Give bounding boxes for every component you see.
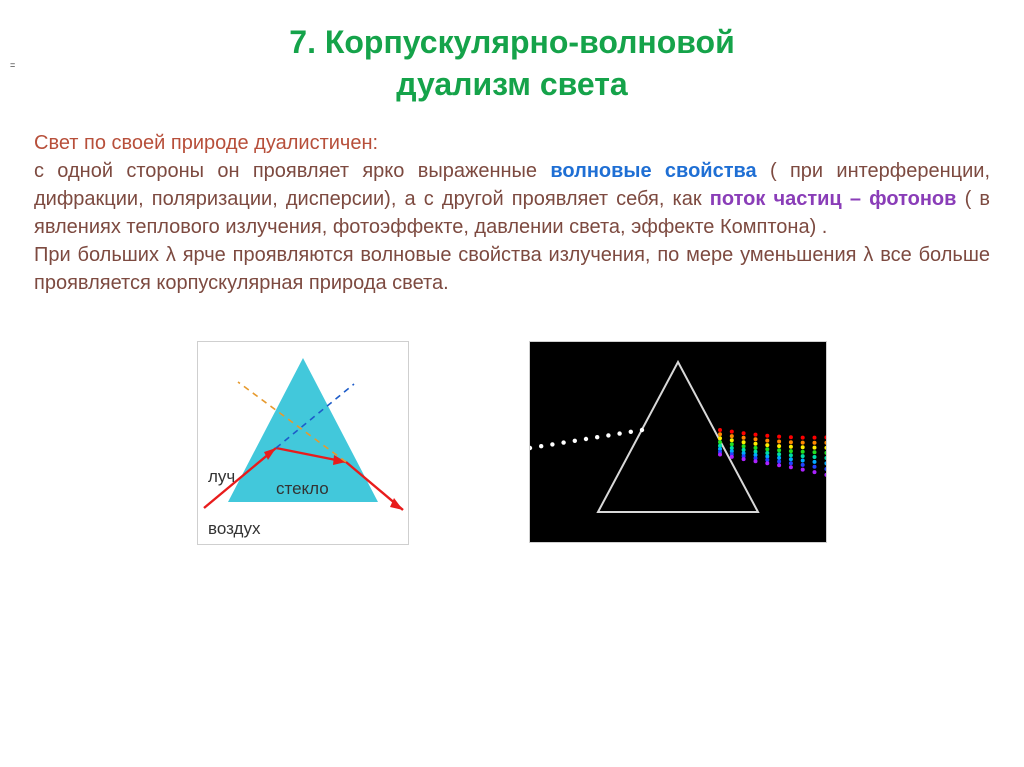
photon-dot-spectrum xyxy=(754,433,758,437)
photon-dot-spectrum xyxy=(754,442,758,446)
photon-dot-spectrum xyxy=(742,436,746,440)
intro-line: Свет по своей природе дуалистичен: xyxy=(34,132,378,154)
title-line-1: 7. Корпускулярно-волновой xyxy=(289,24,734,60)
photon-dot-spectrum xyxy=(813,460,817,464)
photon-dot-incoming xyxy=(573,439,577,443)
photon-dot-spectrum xyxy=(765,461,769,465)
label-air: воздух xyxy=(208,519,261,538)
photon-dot-spectrum xyxy=(742,440,746,444)
equals-marker: = xyxy=(10,60,15,70)
photon-dot-spectrum xyxy=(765,443,769,447)
photon-dot-spectrum xyxy=(801,445,805,449)
photon-dot-spectrum xyxy=(765,439,769,443)
photon-dot-spectrum xyxy=(730,430,734,434)
photon-dot-spectrum xyxy=(777,440,781,444)
photon-dot-spectrum xyxy=(718,453,722,457)
photon-dot-incoming xyxy=(617,432,621,436)
photon-dot-spectrum xyxy=(765,434,769,438)
body-text: Свет по своей природе дуалистичен: с одн… xyxy=(34,129,990,297)
photon-dot-spectrum xyxy=(824,441,826,445)
photon-dot-spectrum xyxy=(789,461,793,465)
photon-dot-spectrum xyxy=(742,448,746,452)
photon-dot-spectrum xyxy=(742,444,746,448)
photon-dot-incoming xyxy=(629,430,633,434)
photon-dot-incoming xyxy=(530,446,532,450)
refraction-diagram: луч стекло воздух xyxy=(197,341,409,545)
label-ray: луч xyxy=(208,467,235,486)
photon-dot-spectrum xyxy=(765,455,769,459)
photon-dot-spectrum xyxy=(813,436,817,440)
photon-dot-spectrum xyxy=(754,437,758,441)
photon-dot-spectrum xyxy=(813,465,817,469)
photon-dot-spectrum xyxy=(813,450,817,454)
photon-dot-incoming xyxy=(584,437,588,441)
photon-dot-spectrum xyxy=(813,470,817,474)
photon-dot-spectrum xyxy=(777,435,781,439)
p1-a: с одной стороны он проявляет ярко выраже… xyxy=(34,160,550,182)
photon-dot-spectrum xyxy=(777,452,781,456)
photon-dot-incoming xyxy=(606,433,610,437)
photon-dot-spectrum xyxy=(742,431,746,435)
photon-dot-spectrum xyxy=(824,436,826,440)
photon-dot-spectrum xyxy=(730,438,734,442)
photon-dot-spectrum xyxy=(754,446,758,450)
photon-dot-spectrum xyxy=(824,456,826,460)
p2: При больших λ ярче проявляются волновые … xyxy=(34,244,990,294)
photon-dot-spectrum xyxy=(813,455,817,459)
photon-dot-incoming xyxy=(539,444,543,448)
photon-dot-incoming xyxy=(561,441,565,445)
photon-dot-incoming xyxy=(550,442,554,446)
photon-dot-spectrum xyxy=(813,441,817,445)
photon-dot-spectrum xyxy=(801,463,805,467)
prism-outline xyxy=(598,362,758,512)
photon-dot-spectrum xyxy=(777,456,781,460)
photon-dot-spectrum xyxy=(777,448,781,452)
photon-dot-spectrum xyxy=(730,434,734,438)
photon-dot-spectrum xyxy=(824,451,826,455)
photon-dot-spectrum xyxy=(801,468,805,472)
photon-dot-spectrum xyxy=(801,450,805,454)
photon-dot-incoming xyxy=(640,428,644,432)
slide: = 7. Корпускулярно-волновой дуализм свет… xyxy=(0,0,1024,767)
photon-dot-spectrum xyxy=(801,436,805,440)
photon-dot-spectrum xyxy=(789,465,793,469)
photon-dot-spectrum xyxy=(789,445,793,449)
label-glass: стекло xyxy=(276,479,329,498)
photon-dot-spectrum xyxy=(824,446,826,450)
photon-dot-incoming xyxy=(595,435,599,439)
photon-dot-spectrum xyxy=(789,435,793,439)
photon-dot-spectrum xyxy=(730,455,734,459)
photon-dot-spectrum xyxy=(718,432,722,436)
photon-dot-spectrum xyxy=(789,449,793,453)
photon-dot-spectrum xyxy=(718,440,722,444)
photon-dot-spectrum xyxy=(765,447,769,451)
wave-props: волновые свойства xyxy=(550,160,756,182)
photon-props: поток частиц – фотонов xyxy=(710,188,957,210)
photon-dot-spectrum xyxy=(801,454,805,458)
photon-dot-spectrum xyxy=(718,436,722,440)
photon-dot-spectrum xyxy=(754,459,758,463)
dispersion-svg xyxy=(530,342,826,542)
photon-dot-spectrum xyxy=(801,441,805,445)
photon-dot-spectrum xyxy=(824,462,826,466)
photon-dot-spectrum xyxy=(777,460,781,464)
photon-dot-spectrum xyxy=(742,457,746,461)
photon-dot-spectrum xyxy=(801,459,805,463)
photon-dot-spectrum xyxy=(777,463,781,467)
photon-dot-spectrum xyxy=(730,442,734,446)
title-line-2: дуализм света xyxy=(396,66,627,102)
photon-dot-spectrum xyxy=(789,440,793,444)
photon-dot-spectrum xyxy=(789,457,793,461)
photon-dot-spectrum xyxy=(777,444,781,448)
photon-dot-spectrum xyxy=(718,428,722,432)
photon-dot-spectrum xyxy=(765,451,769,455)
dispersion-diagram xyxy=(529,341,827,543)
page-title: 7. Корпускулярно-волновой дуализм света xyxy=(34,22,990,105)
refraction-svg: луч стекло воздух xyxy=(198,342,408,544)
photon-dot-spectrum xyxy=(824,473,826,477)
figures-row: луч стекло воздух xyxy=(34,341,990,545)
photon-dot-spectrum xyxy=(789,453,793,457)
photon-dot-spectrum xyxy=(813,446,817,450)
photon-dot-spectrum xyxy=(824,467,826,471)
